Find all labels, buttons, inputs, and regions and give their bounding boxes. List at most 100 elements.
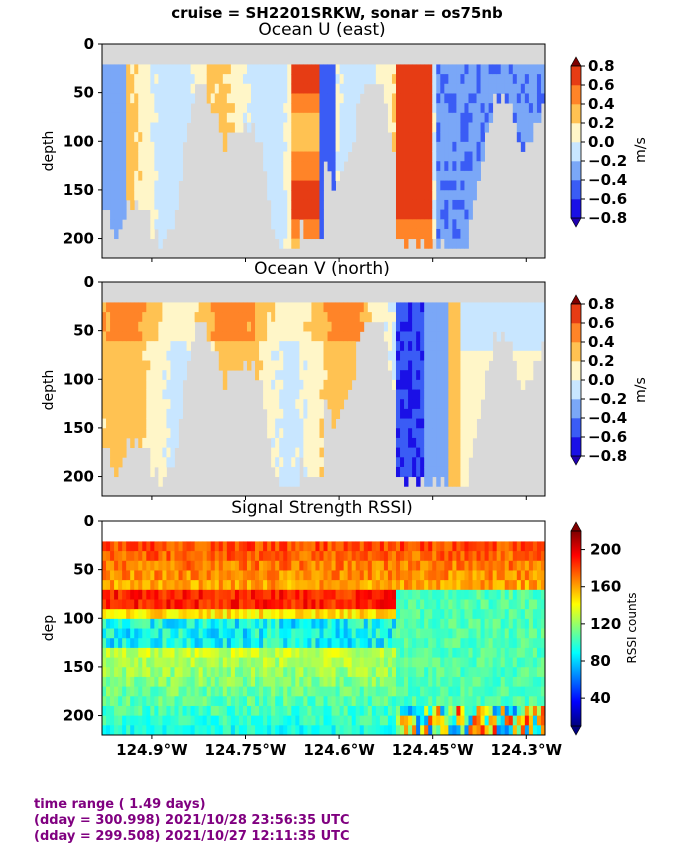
heatmap-cell	[110, 686, 115, 697]
heatmap-cell	[275, 696, 280, 707]
heatmap-cell	[134, 628, 139, 639]
heatmap-cell	[218, 715, 224, 726]
heatmap-cell	[528, 551, 534, 562]
heatmap-cell	[246, 570, 252, 581]
heatmap-cell	[226, 551, 232, 562]
heatmap-cell	[464, 219, 469, 230]
heatmap-cell	[448, 199, 453, 211]
heatmap-cell	[387, 657, 393, 668]
heatmap-cell	[512, 715, 518, 726]
heatmap-cell	[428, 389, 433, 400]
heatmap-cell	[118, 628, 123, 639]
heatmap-cell	[238, 618, 244, 629]
heatmap-cell	[472, 715, 477, 726]
heatmap-cell	[130, 570, 135, 581]
heatmap-cell	[532, 725, 538, 735]
heatmap-cell	[166, 331, 171, 342]
heatmap-cell	[186, 103, 191, 114]
heatmap-cell	[226, 93, 232, 104]
heatmap-cell	[315, 667, 320, 678]
heatmap-cell	[291, 341, 296, 352]
heatmap-cell	[134, 399, 139, 410]
heatmap-cell	[524, 112, 530, 123]
heatmap-cell	[436, 696, 441, 707]
heatmap-cell	[194, 667, 200, 678]
heatmap-cell	[287, 638, 292, 649]
heatmap-cell	[238, 560, 244, 571]
heatmap-cell	[460, 599, 465, 610]
heatmap-cell	[279, 428, 284, 439]
heatmap-cell	[532, 618, 538, 629]
heatmap-cell	[347, 657, 353, 668]
heatmap-cell	[162, 725, 167, 735]
heatmap-cell	[166, 209, 171, 220]
heatmap-cell	[122, 180, 127, 191]
heatmap-cell	[452, 199, 457, 211]
heatmap-cell	[315, 408, 320, 419]
heatmap-cell	[198, 715, 204, 726]
heatmap-cell	[283, 302, 288, 313]
heatmap-cell	[218, 321, 224, 332]
heatmap-cell	[484, 93, 490, 104]
heatmap-cell	[400, 570, 405, 581]
heatmap-cell	[359, 696, 365, 707]
heatmap-cell	[263, 725, 268, 735]
heatmap-cell	[162, 560, 167, 571]
heatmap-cell	[138, 638, 143, 649]
heatmap-cell	[122, 715, 127, 726]
heatmap-cell	[118, 667, 123, 678]
heatmap-cell	[412, 715, 417, 726]
heatmap-cell	[303, 199, 308, 211]
heatmap-cell	[134, 408, 139, 419]
colorbar-segment	[571, 66, 581, 86]
heatmap-cell	[500, 686, 506, 697]
y-tick-label: 50	[73, 322, 94, 340]
heatmap-cell	[395, 657, 401, 668]
heatmap-cell	[520, 83, 526, 94]
heatmap-cell	[234, 302, 240, 313]
heatmap-cell	[166, 437, 171, 449]
heatmap-cell	[351, 667, 357, 678]
heatmap-cell	[387, 696, 393, 707]
heatmap-cell	[391, 341, 397, 352]
heatmap-cell	[383, 647, 389, 658]
heatmap-cell	[456, 331, 461, 342]
heatmap-cell	[134, 609, 139, 620]
heatmap-cell	[234, 350, 240, 361]
heatmap-cell	[271, 321, 276, 332]
heatmap-cell	[351, 715, 357, 726]
heatmap-cell	[404, 560, 409, 571]
heatmap-cell	[110, 418, 115, 429]
heatmap-cell	[315, 350, 320, 361]
heatmap-cell	[303, 647, 308, 658]
heatmap-cell	[194, 705, 200, 717]
heatmap-cell	[275, 466, 280, 478]
heatmap-cell	[170, 180, 175, 191]
heatmap-cell	[150, 331, 155, 342]
heatmap-cell	[524, 541, 530, 552]
heatmap-cell	[158, 360, 163, 371]
heatmap-cell	[210, 696, 216, 707]
heatmap-cell	[528, 657, 534, 668]
heatmap-cell	[315, 418, 320, 429]
heatmap-cell	[295, 560, 300, 571]
heatmap-cell	[379, 667, 385, 678]
heatmap-cell	[436, 705, 441, 717]
heatmap-cell	[170, 64, 175, 75]
heatmap-cell	[528, 570, 534, 581]
heatmap-cell	[412, 428, 417, 439]
heatmap-cell	[363, 64, 369, 75]
heatmap-cell	[355, 541, 361, 552]
heatmap-cell	[162, 647, 167, 658]
heatmap-cell	[456, 141, 461, 152]
heatmap-cell	[335, 676, 341, 688]
heatmap-cell	[202, 302, 208, 313]
heatmap-cell	[472, 638, 477, 649]
y-axis-label: dep	[41, 615, 57, 642]
heatmap-cell	[375, 560, 381, 571]
heatmap-cell	[508, 312, 514, 323]
heatmap-cell	[331, 408, 336, 419]
heatmap-cell	[448, 476, 453, 487]
heatmap-cell	[436, 551, 441, 562]
heatmap-cell	[391, 350, 397, 361]
